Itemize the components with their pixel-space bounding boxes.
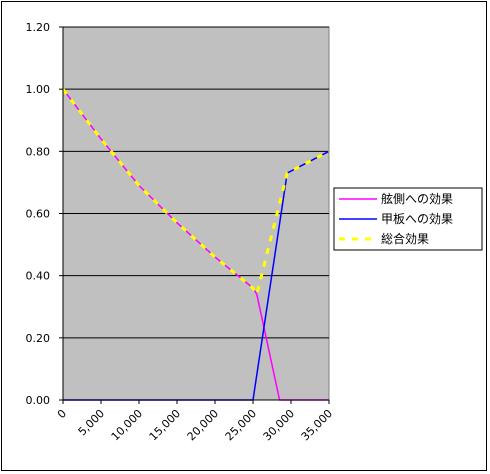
x-tick-label: 25,000 — [223, 407, 259, 443]
y-tick-label: 0.60 — [26, 208, 51, 221]
y-axis: 0.00 0.20 0.40 0.60 0.80 1.00 1.20 — [26, 21, 64, 407]
x-tick-label: 15,000 — [147, 407, 183, 443]
x-axis: 0 5,000 10,000 15,000 20,000 25,000 30,000 35,0… — [55, 399, 335, 443]
y-tick-label: 0.20 — [26, 332, 51, 345]
y-tick-label: 1.20 — [26, 21, 51, 34]
legend-label-1: 舷側への効果 — [381, 191, 453, 206]
x-tick-label: 0 — [55, 407, 69, 421]
y-tick-label: 0.00 — [26, 394, 51, 407]
x-tick-label: 20,000 — [185, 407, 221, 443]
x-tick-label: 5,000 — [76, 407, 107, 438]
y-tick-label: 0.40 — [26, 270, 51, 283]
x-tick-label: 10,000 — [109, 407, 145, 443]
x-tick-label: 35,000 — [299, 407, 335, 443]
y-tick-label: 1.00 — [26, 83, 51, 96]
x-tick-label: 30,000 — [261, 407, 297, 443]
grid-lines — [63, 26, 329, 339]
series-line-3 — [61, 88, 330, 296]
y-tick-label: 0.80 — [26, 145, 51, 158]
legend-label-3: 総合効果 — [381, 231, 429, 246]
legend-label-2: 甲板への効果 — [381, 211, 453, 226]
